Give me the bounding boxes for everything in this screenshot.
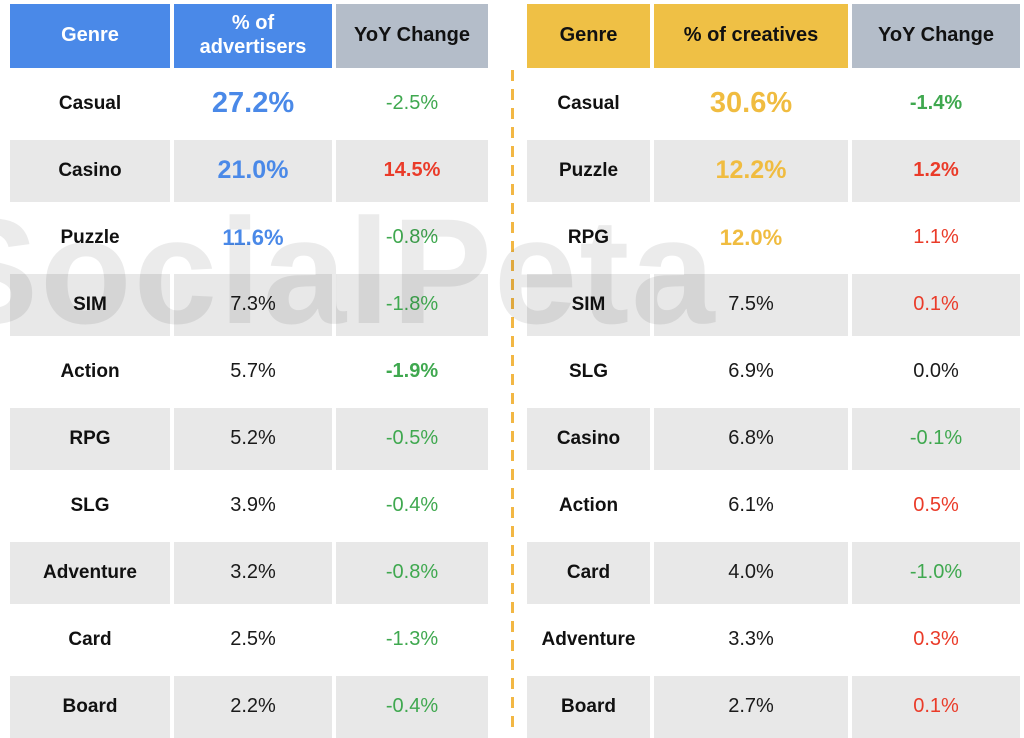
value-cell: 3.2%	[174, 542, 332, 605]
creatives-header-value: % of creatives	[654, 4, 848, 68]
yoy-cell: 0.0%	[852, 341, 1020, 404]
genre-cell: Casual	[527, 73, 650, 136]
creatives-header-yoy: YoY Change	[852, 4, 1020, 68]
value-cell: 7.3%	[174, 274, 332, 337]
genre-cell: Puzzle	[10, 207, 170, 270]
value-cell: 11.6%	[174, 207, 332, 270]
genre-cell: Action	[10, 341, 170, 404]
value-cell: 4.0%	[654, 542, 848, 605]
genre-cell: Puzzle	[527, 140, 650, 203]
value-cell: 30.6%	[654, 73, 848, 136]
genre-cell: Card	[10, 609, 170, 672]
dashed-divider-line	[511, 70, 514, 735]
value-cell: 27.2%	[174, 73, 332, 136]
yoy-cell: -1.3%	[336, 609, 488, 672]
genre-cell: SLG	[10, 475, 170, 538]
genre-cell: Casino	[527, 408, 650, 471]
yoy-cell: -0.1%	[852, 408, 1020, 471]
genre-cell: Card	[527, 542, 650, 605]
yoy-cell: -0.4%	[336, 475, 488, 538]
genre-cell: RPG	[10, 408, 170, 471]
value-cell: 2.2%	[174, 676, 332, 738]
genre-cell: Adventure	[527, 609, 650, 672]
yoy-cell: 1.1%	[852, 207, 1020, 270]
yoy-cell: 1.2%	[852, 140, 1020, 203]
yoy-cell: 0.3%	[852, 609, 1020, 672]
genre-cell: Casual	[10, 73, 170, 136]
advertisers-header-genre: Genre	[10, 4, 170, 68]
value-cell: 3.3%	[654, 609, 848, 672]
value-cell: 6.1%	[654, 475, 848, 538]
advertisers-header-yoy: YoY Change	[336, 4, 488, 68]
yoy-cell: -2.5%	[336, 73, 488, 136]
genre-cell: SIM	[10, 274, 170, 337]
genre-cell: Board	[10, 676, 170, 738]
value-cell: 5.2%	[174, 408, 332, 471]
value-cell: 2.7%	[654, 676, 848, 738]
yoy-cell: -1.9%	[336, 341, 488, 404]
creatives-header-genre: Genre	[527, 4, 650, 68]
yoy-cell: -0.8%	[336, 207, 488, 270]
value-cell: 12.0%	[654, 207, 848, 270]
genre-cell: Action	[527, 475, 650, 538]
yoy-cell: 0.1%	[852, 676, 1020, 738]
value-cell: 6.8%	[654, 408, 848, 471]
value-cell: 3.9%	[174, 475, 332, 538]
value-cell: 2.5%	[174, 609, 332, 672]
yoy-cell: -0.5%	[336, 408, 488, 471]
value-cell: 6.9%	[654, 341, 848, 404]
yoy-cell: -1.0%	[852, 542, 1020, 605]
value-cell: 5.7%	[174, 341, 332, 404]
advertisers-header-value: % of advertisers	[174, 4, 332, 68]
value-cell: 12.2%	[654, 140, 848, 203]
yoy-cell: 0.5%	[852, 475, 1020, 538]
value-cell: 7.5%	[654, 274, 848, 337]
value-cell: 21.0%	[174, 140, 332, 203]
genre-cell: RPG	[527, 207, 650, 270]
yoy-cell: 0.1%	[852, 274, 1020, 337]
creatives-table: Genre % of creatives YoY Change Casual 3…	[527, 4, 1020, 738]
yoy-cell: -1.4%	[852, 73, 1020, 136]
genre-cell: Board	[527, 676, 650, 738]
advertisers-table: Genre % of advertisers YoY Change Casual…	[10, 4, 488, 738]
yoy-cell: -0.8%	[336, 542, 488, 605]
yoy-cell: -0.4%	[336, 676, 488, 738]
genre-cell: SLG	[527, 341, 650, 404]
yoy-cell: -1.8%	[336, 274, 488, 337]
yoy-cell: 14.5%	[336, 140, 488, 203]
genre-cell: Adventure	[10, 542, 170, 605]
genre-cell: SIM	[527, 274, 650, 337]
genre-cell: Casino	[10, 140, 170, 203]
